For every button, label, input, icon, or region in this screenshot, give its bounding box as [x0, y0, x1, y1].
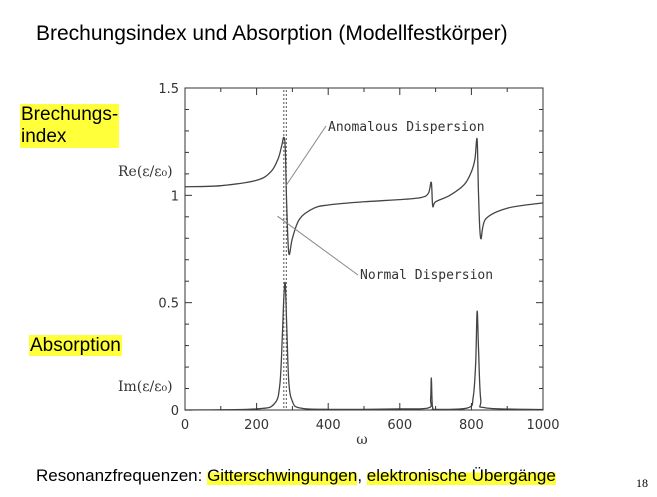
x-tick-label: 600 — [387, 418, 412, 433]
x-tick-label: 1000 — [526, 418, 559, 433]
x-axis-label: ω — [356, 432, 367, 448]
y-tick-label: 0 — [171, 404, 179, 419]
footer-text: Resonanzfrequenzen: Gitterschwingungen, … — [36, 466, 556, 486]
slide-title: Brechungsindex und Absorption (Modellfes… — [36, 22, 508, 45]
x-tick-label: 400 — [316, 418, 341, 433]
y-tick-label: 1 — [171, 189, 179, 204]
series-line-re — [184, 136, 544, 256]
x-tick-label: 800 — [459, 418, 484, 433]
footer-separator: , — [357, 466, 367, 485]
label-absorption-text: Absorption — [29, 335, 122, 356]
annotation-leader-anomalous — [284, 125, 327, 188]
x-tick-label: 200 — [244, 418, 269, 433]
y-tick-label: 0.5 — [158, 297, 179, 312]
label-refraction-index-text: Brechungs- index — [20, 104, 120, 148]
y-label-re: Re(ε/ε₀) — [118, 164, 173, 180]
annotation-anomalous: Anomalous Dispersion — [328, 120, 485, 135]
series-line-im — [184, 281, 544, 411]
footer-term-lattice: Gitterschwingungen — [207, 466, 358, 485]
x-tick-label: 0 — [181, 418, 189, 433]
label-refraction-index: Brechungs- index — [20, 104, 120, 148]
annotation-leader-normal — [277, 215, 359, 276]
footer-term-electronic: elektronische Übergänge — [366, 466, 556, 485]
y-label-im: Im(ε/ε₀) — [118, 379, 173, 395]
label-absorption: Absorption — [29, 335, 122, 357]
footer-prefix: Resonanzfrequenzen: — [36, 466, 208, 485]
page-number: 18 — [636, 476, 648, 490]
y-tick-label: 1.5 — [158, 82, 179, 97]
plot-frame — [184, 87, 544, 411]
annotation-normal: Normal Dispersion — [360, 268, 493, 283]
